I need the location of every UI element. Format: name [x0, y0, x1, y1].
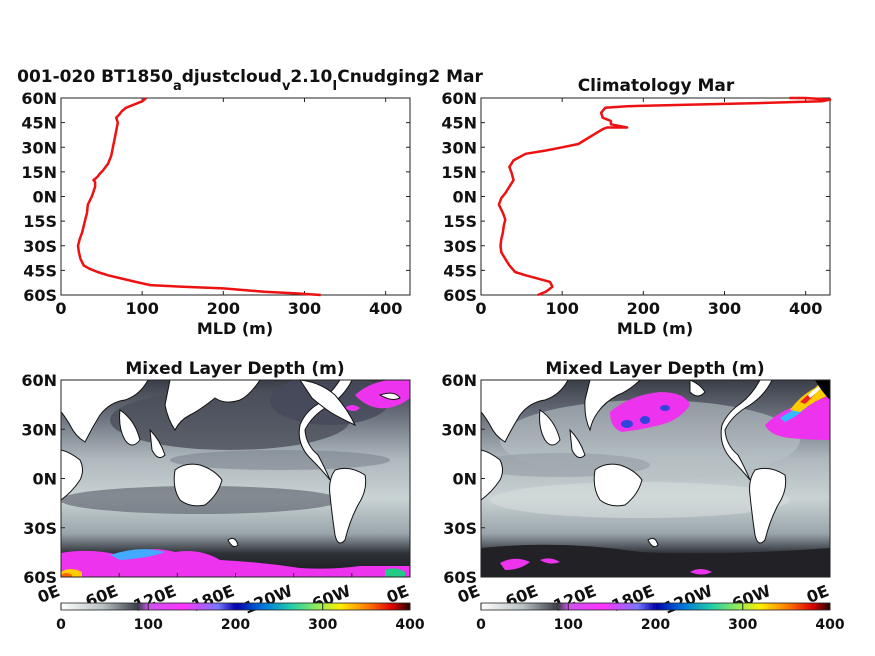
x-axis-label: MLD (m): [617, 319, 693, 338]
lat-tick-label: 60N: [21, 371, 57, 390]
map-title: Mixed Layer Depth (m): [545, 359, 764, 379]
line-chart-model: 001-020 BT1850adjustcloudv2.10ICnudging2…: [17, 67, 483, 338]
lon-tick-label: 120W: [241, 581, 296, 618]
chart-title: 001-020 BT1850adjustcloudv2.10ICnudging2…: [17, 67, 483, 94]
lat-tick-label: 30N: [21, 420, 57, 439]
colorbar-tick-label: 400: [395, 617, 424, 633]
y-tick-label: 15N: [441, 163, 477, 182]
continents: [481, 380, 787, 548]
lat-tick-label: 0N: [452, 470, 477, 489]
lon-tick-label: 120W: [661, 581, 716, 618]
plot-area: [480, 97, 831, 296]
map-title: Mixed Layer Depth (m): [125, 359, 344, 379]
y-tick-label: 0N: [452, 188, 477, 207]
colorbar-tick-label: 300: [728, 617, 757, 633]
y-tick-label: 60N: [441, 89, 477, 108]
mld-profile-line: [76, 97, 321, 297]
x-tick-label: 100: [545, 299, 578, 318]
x-tick-label: 300: [288, 299, 321, 318]
y-tick-label: 15S: [443, 212, 477, 231]
lat-tick-label: 60S: [23, 568, 57, 587]
x-tick-label: 400: [369, 299, 402, 318]
y-tick-label: 30S: [23, 237, 57, 256]
x-axis-label: MLD (m): [197, 319, 273, 338]
map-climatology: Mixed Layer Depth (m): [441, 359, 831, 618]
colorbar-tick-label: 300: [308, 617, 337, 633]
mld-profile-line: [497, 96, 832, 297]
y-tick-label: 45S: [23, 261, 57, 280]
colorbar-tick-label: 100: [134, 617, 163, 633]
colorbar-tick-label: 0: [476, 617, 486, 633]
x-tick-label: 300: [708, 299, 741, 318]
plot-area: [60, 97, 411, 296]
x-tick-label: 400: [789, 299, 822, 318]
x-tick-label: 0: [475, 299, 486, 318]
high-mld-patch: [765, 395, 830, 440]
y-tick-label: 30N: [21, 138, 57, 157]
colorbar-tick-label: 0: [56, 617, 66, 633]
y-tick-label: 60S: [443, 286, 477, 305]
x-tick-label: 0: [55, 299, 66, 318]
y-tick-label: 0N: [32, 188, 57, 207]
y-tick-label: 45S: [443, 261, 477, 280]
y-tick-label: 30N: [441, 138, 477, 157]
high-mld-patch: [500, 558, 530, 570]
x-tick-label: 200: [627, 299, 660, 318]
continents: [61, 380, 401, 548]
y-tick-label: 15S: [23, 212, 57, 231]
lat-tick-label: 60S: [443, 568, 477, 587]
line-chart-climatology: Climatology Mar 0 100 200 300 400 60N 45N 30N 15…: [441, 76, 832, 338]
lat-tick-label: 60N: [441, 371, 477, 390]
colorbar-tick-label: 200: [221, 617, 250, 633]
lat-tick-label: 30S: [443, 519, 477, 538]
y-tick-label: 45N: [21, 114, 57, 133]
x-tick-label: 100: [125, 299, 158, 318]
y-tick-label: 60S: [23, 286, 57, 305]
lat-tick-label: 30S: [23, 519, 57, 538]
chart-title: Climatology Mar: [578, 76, 735, 96]
y-tick-label: 60N: [21, 89, 57, 108]
lat-tick-label: 0N: [32, 470, 57, 489]
y-tick-label: 15N: [21, 163, 57, 182]
colorbar-tick-label: 200: [641, 617, 670, 633]
x-tick-label: 200: [207, 299, 240, 318]
y-tick-label: 30S: [443, 237, 477, 256]
y-tick-label: 45N: [441, 114, 477, 133]
map-model: Mixed Layer Depth (m): [21, 359, 411, 618]
colorbar-climatology: 0 100 200 300 400: [476, 602, 845, 633]
colorbar-model: 0 100 200 300 400: [56, 602, 425, 633]
lat-tick-label: 30N: [441, 420, 477, 439]
colorbar-tick-label: 100: [554, 617, 583, 633]
colorbar-tick-label: 400: [815, 617, 844, 633]
